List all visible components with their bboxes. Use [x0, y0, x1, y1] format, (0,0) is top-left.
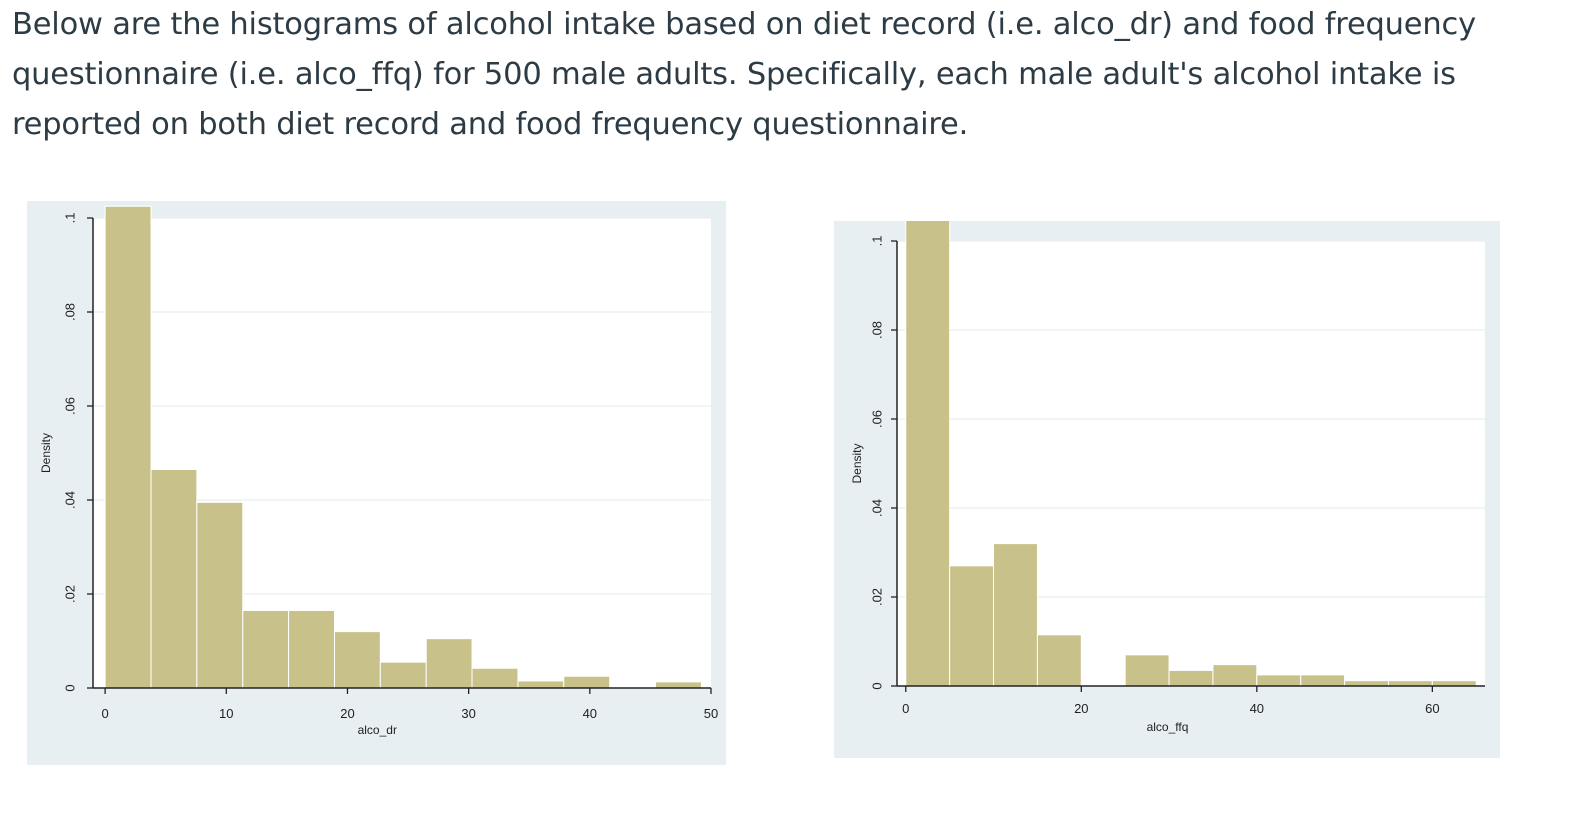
- x-tick-label: 40: [1250, 701, 1264, 716]
- y-axis-title: Density: [39, 433, 53, 473]
- x-axis-title: alco_ffq: [1147, 720, 1189, 734]
- histogram-bar-8: [1256, 674, 1302, 687]
- y-tick-label: .08: [62, 303, 77, 321]
- histogram-alco-ffq-panel: 0 20 40 60 0 .02 .04 .06 .08 .1 alco_ffq Density: [834, 221, 1500, 758]
- x-tick-label: 20: [1074, 701, 1088, 716]
- x-tick-label: 0: [902, 701, 909, 716]
- y-tick-label: .06: [869, 410, 884, 428]
- histogram-bar-6: [379, 661, 427, 689]
- histogram-bar-1: [150, 468, 198, 689]
- histogram-bar-4: [288, 609, 336, 689]
- y-tick-label: .08: [869, 321, 884, 339]
- x-tick-label: 60: [1425, 701, 1439, 716]
- y-tick-label: .06: [62, 397, 77, 415]
- histogram-bar-5: [1124, 654, 1170, 687]
- histogram-bar-8: [471, 667, 519, 689]
- histogram-bar-7: [1212, 664, 1258, 687]
- histogram-bar-3: [1036, 634, 1082, 687]
- y-tick-label: .1: [869, 236, 884, 247]
- histogram-bar-12: [655, 681, 702, 689]
- histogram-bar-6: [1168, 669, 1214, 687]
- y-tick-label: 0: [62, 684, 77, 691]
- y-tick-label: .02: [869, 588, 884, 606]
- y-tick-label: .02: [62, 585, 77, 603]
- histogram-bar-1: [949, 565, 995, 687]
- histogram-bar-9: [1300, 674, 1346, 687]
- y-axis-title: Density: [850, 443, 864, 483]
- histogram-bar-10: [1344, 680, 1389, 687]
- x-tick-label: 30: [461, 706, 475, 721]
- histogram-bar-11: [1387, 680, 1433, 687]
- x-tick-label: 50: [704, 706, 718, 721]
- question-text: Below are the histograms of alcohol inta…: [12, 7, 1476, 142]
- histogram-bar-3: [242, 609, 290, 689]
- y-tick-label: .1: [62, 213, 77, 224]
- x-tick-label: 10: [219, 706, 233, 721]
- histogram-bar-9: [517, 680, 565, 689]
- histogram-bar-7: [425, 638, 473, 689]
- x-tick-label: 40: [583, 706, 597, 721]
- x-tick-label: 20: [340, 706, 354, 721]
- x-axis-title: alco_dr: [358, 723, 397, 737]
- histogram-bar-2: [196, 501, 244, 689]
- histogram-bar-5: [334, 631, 381, 689]
- x-tick-label: 0: [102, 706, 109, 721]
- y-tick-label: .04: [62, 491, 77, 509]
- histogram-alco-ffq: 0 20 40 60 0 .02 .04 .06 .08 .1 alco_ffq Density: [850, 221, 1485, 734]
- histogram-bar-10: [563, 675, 611, 689]
- histogram-alco-dr: 0 10 20 30 40 50 0 .02 .04 .06 .08 .1 alco_dr Density: [39, 205, 718, 737]
- histogram-bar-0: [905, 221, 951, 687]
- histogram-bar-2: [993, 543, 1038, 687]
- histogram-bar-0: [104, 205, 152, 689]
- y-tick-label: 0: [869, 682, 884, 689]
- histogram-bar-12: [1431, 680, 1477, 687]
- histogram-alco-dr-panel: 0 10 20 30 40 50 0 .02 .04 .06 .08 .1 alco_dr Density: [27, 201, 726, 765]
- y-tick-label: .04: [869, 499, 884, 517]
